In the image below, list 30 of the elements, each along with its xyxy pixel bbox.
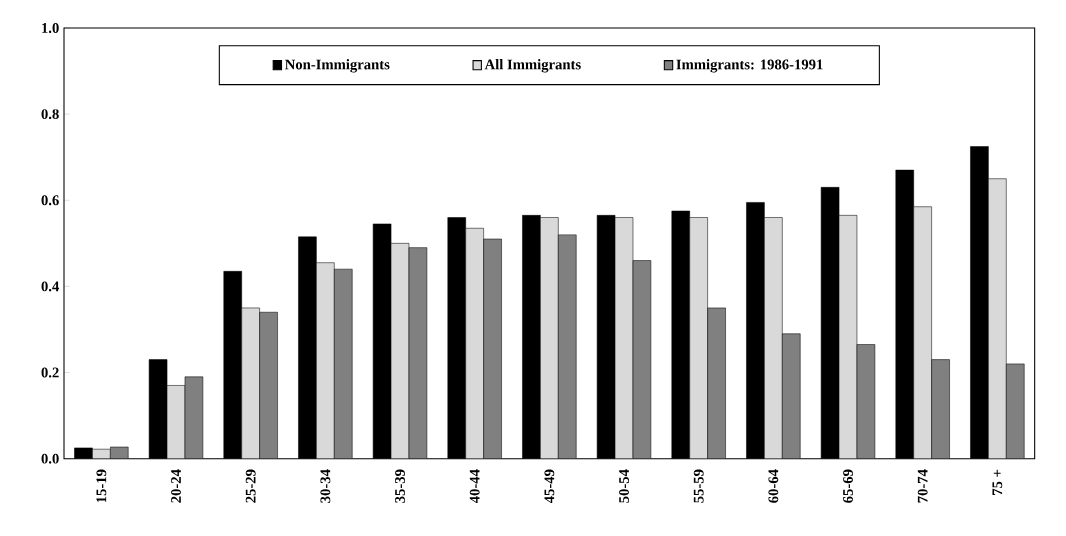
bar [689,217,708,459]
bar [540,217,559,459]
bar [988,178,1007,459]
y-tick-label: 0.0 [41,453,59,464]
x-tick-label: 70-74 [917,469,928,503]
x-tick-label: 35-39 [395,469,405,503]
x-tick-label: 15-19 [96,469,107,503]
legend-label: Non-Immigrants [285,59,390,73]
y-tick-label: 1.0 [42,23,59,33]
bar [241,307,260,459]
bar [913,206,932,459]
x-tick-label: 55-59 [693,469,704,503]
y-tick-label: 0.4 [41,281,60,292]
x-tick-label: 40-44 [469,469,480,504]
x-tick-label: 50-54 [619,469,629,503]
x-tick-label: 20-24 [171,469,181,503]
x-tick-label: 25-29 [245,469,256,503]
x-tick-label: 75 + [992,469,1003,495]
legend-label: All Immigrants [484,59,581,73]
legend-label: Immigrants: 1986-1991 [676,59,823,73]
y-tick-label: 0.8 [41,109,59,120]
x-tick-label: 60-64 [768,469,779,503]
y-tick-label: 0.2 [41,367,59,378]
bar [465,227,484,459]
x-tick-label: 30-34 [320,469,331,503]
bar [764,217,783,459]
bar [316,262,335,459]
x-tick-label: 45-49 [544,469,555,504]
y-tick-label: 0.6 [41,195,59,206]
x-tick-label: 65-69 [843,469,853,503]
